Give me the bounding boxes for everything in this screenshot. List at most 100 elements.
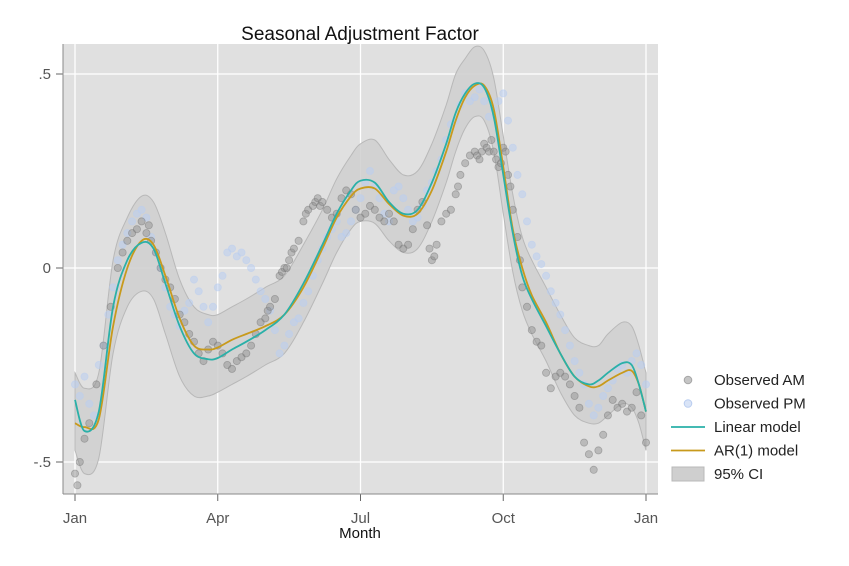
- axes: Jan Apr Jul Oct Jan .5 0 -.5: [33, 44, 658, 527]
- observed-am-point: [144, 221, 153, 230]
- legend-label: AR(1) model: [714, 443, 798, 460]
- observed-am-point: [313, 194, 322, 203]
- observed-am-point: [142, 229, 151, 238]
- observed-am-point: [570, 391, 579, 400]
- legend-am-marker: [683, 375, 693, 385]
- observed-am-point: [427, 256, 436, 265]
- observed-am-point: [542, 368, 551, 377]
- observed-am-point: [277, 267, 286, 276]
- observed-am-point: [380, 217, 389, 226]
- observed-am-point: [501, 147, 510, 156]
- observed-am-point: [523, 302, 532, 311]
- observed-pm-point: [508, 143, 517, 152]
- observed-pm-point: [499, 89, 508, 98]
- observed-am-point: [370, 205, 379, 214]
- observed-pm-point: [603, 384, 612, 393]
- observed-pm-point: [342, 229, 351, 238]
- observed-am-point: [408, 225, 417, 234]
- legend-label: Linear model: [714, 419, 801, 436]
- observed-am-point: [575, 403, 584, 412]
- observed-am-point: [301, 209, 310, 218]
- observed-am-point: [73, 481, 82, 490]
- observed-pm-point: [280, 341, 289, 350]
- observed-am-point: [546, 384, 555, 393]
- observed-am-point: [561, 372, 570, 381]
- observed-am-point: [613, 403, 622, 412]
- observed-pm-point: [594, 403, 603, 412]
- x-tick-label: Apr: [206, 510, 229, 527]
- observed-am-point: [227, 364, 236, 373]
- observed-am-point: [506, 182, 515, 191]
- observed-pm-point: [213, 283, 222, 292]
- observed-am-point: [242, 349, 251, 358]
- observed-pm-point: [537, 260, 546, 269]
- y-tick-label: -.5: [33, 454, 51, 471]
- observed-pm-point: [584, 399, 593, 408]
- observed-am-point: [603, 411, 612, 420]
- observed-am-point: [632, 388, 641, 397]
- observed-pm-point: [194, 287, 203, 296]
- observed-am-point: [527, 326, 536, 335]
- observed-pm-point: [599, 391, 608, 400]
- observed-am-point: [99, 341, 108, 350]
- observed-pm-point: [561, 326, 570, 335]
- observed-pm-point: [299, 298, 308, 307]
- observed-am-point: [594, 446, 603, 455]
- observed-am-point: [128, 229, 137, 238]
- observed-am-point: [442, 209, 451, 218]
- observed-am-point: [318, 197, 327, 206]
- observed-am-point: [137, 217, 146, 226]
- observed-am-point: [270, 294, 279, 303]
- observed-am-point: [308, 201, 317, 210]
- linear-model-line: [74, 82, 647, 433]
- observed-pm-point: [71, 380, 80, 389]
- observed-pm-point: [237, 248, 246, 257]
- observed-am-point: [280, 263, 289, 272]
- observed-pm-point: [346, 217, 355, 226]
- observed-pm-point: [261, 294, 270, 303]
- observed-pm-point: [637, 360, 646, 369]
- observed-am-point: [384, 209, 393, 218]
- observed-am-point: [351, 205, 360, 214]
- observed-am-point: [456, 170, 465, 179]
- observed-pm-point: [384, 217, 393, 226]
- observed-am-point: [256, 318, 265, 327]
- observed-pm-point: [351, 205, 360, 214]
- observed-am-point: [589, 465, 598, 474]
- observed-am-point: [316, 201, 325, 210]
- observed-pm-point: [556, 310, 565, 319]
- y-tick-label: .5: [38, 66, 51, 83]
- x-tick-label: Jan: [634, 510, 658, 527]
- observed-am-point: [532, 337, 541, 346]
- observed-am-point: [482, 143, 491, 152]
- observed-pm-point: [109, 283, 118, 292]
- observed-pm-point: [247, 263, 256, 272]
- observed-am-point: [232, 357, 241, 366]
- observed-pm-point: [518, 190, 527, 199]
- observed-am-point: [132, 225, 141, 234]
- observed-pm-point: [180, 306, 189, 315]
- observed-am-point: [389, 217, 398, 226]
- observed-pm-point: [242, 256, 251, 265]
- observed-pm-point: [113, 256, 122, 265]
- observed-am-point: [263, 306, 272, 315]
- observed-pm-point: [546, 287, 555, 296]
- observed-pm-point: [128, 217, 137, 226]
- observed-am-point: [465, 151, 474, 160]
- observed-pm-point: [565, 341, 574, 350]
- observed-am-point: [477, 147, 486, 156]
- observed-am-point: [208, 337, 217, 346]
- observed-am-point: [113, 263, 122, 272]
- observed-pm-point: [80, 372, 89, 381]
- observed-am-point: [361, 209, 370, 218]
- model-lines: [74, 82, 647, 433]
- observed-am-point: [71, 469, 80, 478]
- observed-am-point: [475, 155, 484, 164]
- observed-pm-point: [551, 298, 560, 307]
- observed-am-point: [584, 450, 593, 459]
- observed-pm-point: [484, 112, 493, 121]
- observed-am-point: [637, 411, 646, 420]
- observed-am-point: [266, 302, 275, 311]
- observed-am-point: [311, 197, 320, 206]
- observed-pm-point: [470, 93, 479, 102]
